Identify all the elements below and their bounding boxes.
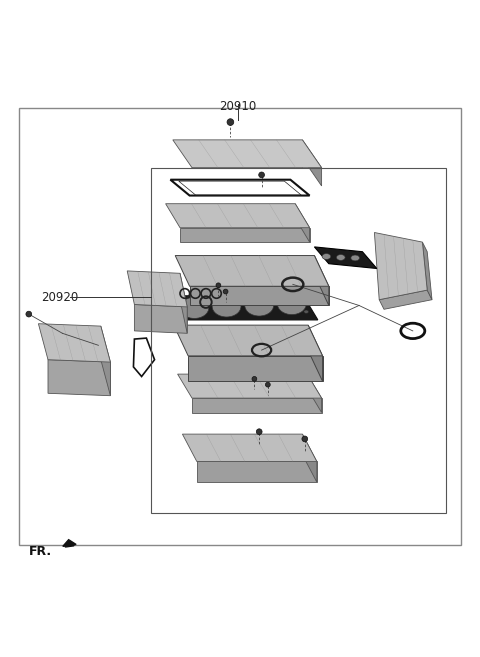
Circle shape <box>227 119 234 125</box>
Polygon shape <box>188 356 323 381</box>
Text: 20920: 20920 <box>41 291 78 304</box>
Polygon shape <box>180 228 310 242</box>
Polygon shape <box>190 286 329 306</box>
Ellipse shape <box>277 294 306 315</box>
Ellipse shape <box>351 255 360 261</box>
Ellipse shape <box>304 310 309 313</box>
Ellipse shape <box>336 254 345 260</box>
Polygon shape <box>314 256 329 306</box>
Polygon shape <box>374 233 427 300</box>
Ellipse shape <box>309 299 313 302</box>
Polygon shape <box>169 296 318 320</box>
Circle shape <box>216 283 221 288</box>
Circle shape <box>252 376 257 381</box>
Circle shape <box>26 311 32 317</box>
Circle shape <box>302 436 308 442</box>
Ellipse shape <box>180 298 209 319</box>
Circle shape <box>256 429 262 434</box>
Polygon shape <box>134 304 187 333</box>
Polygon shape <box>308 325 323 381</box>
Polygon shape <box>182 434 317 461</box>
Polygon shape <box>302 140 322 186</box>
Polygon shape <box>197 461 317 482</box>
FancyArrow shape <box>63 539 76 547</box>
Polygon shape <box>314 247 377 269</box>
Circle shape <box>265 382 270 387</box>
Ellipse shape <box>180 314 185 318</box>
Circle shape <box>223 289 228 294</box>
Polygon shape <box>379 290 432 309</box>
Polygon shape <box>302 434 317 482</box>
Polygon shape <box>178 374 322 398</box>
Ellipse shape <box>322 254 331 260</box>
Polygon shape <box>166 204 310 228</box>
Polygon shape <box>127 271 187 307</box>
Ellipse shape <box>212 296 241 317</box>
Polygon shape <box>192 158 302 168</box>
Text: 20910: 20910 <box>219 101 256 114</box>
Polygon shape <box>101 326 110 396</box>
Polygon shape <box>48 359 110 396</box>
Polygon shape <box>174 325 323 356</box>
Polygon shape <box>307 374 322 413</box>
Polygon shape <box>295 204 310 242</box>
Polygon shape <box>192 398 322 413</box>
Polygon shape <box>173 140 322 168</box>
Ellipse shape <box>175 303 180 306</box>
Circle shape <box>259 172 264 178</box>
Polygon shape <box>38 324 110 362</box>
Polygon shape <box>422 242 432 300</box>
Polygon shape <box>175 256 329 286</box>
Polygon shape <box>180 273 187 333</box>
Ellipse shape <box>245 295 274 316</box>
Text: FR.: FR. <box>29 545 52 558</box>
